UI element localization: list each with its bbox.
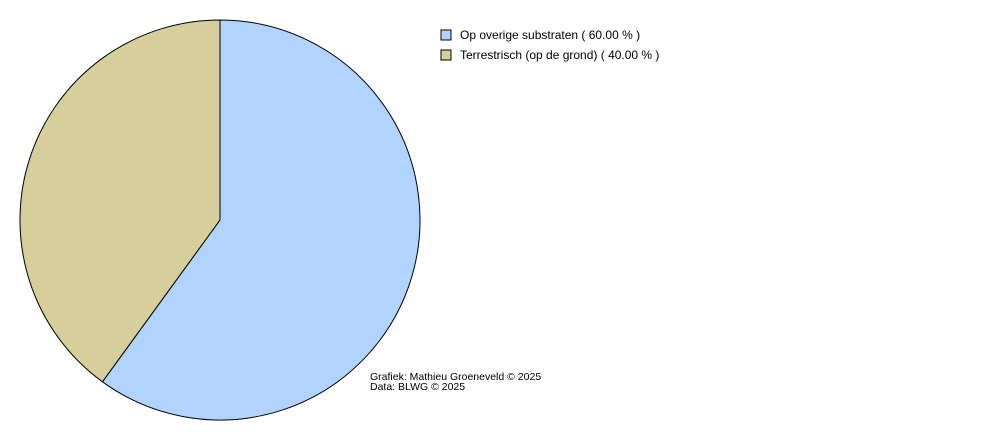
legend-label: Op overige substraten ( 60.00 % ) xyxy=(460,28,640,42)
legend-value: ( 60.00 % ) xyxy=(581,28,640,42)
legend-label: Terrestrisch (op de grond) ( 40.00 % ) xyxy=(460,48,659,62)
pie-slice xyxy=(101,19,421,421)
pie-slice xyxy=(19,19,221,383)
legend-name: Op overige substraten xyxy=(460,28,578,42)
legend-name: Terrestrisch (op de grond) xyxy=(460,48,597,62)
legend-value: ( 40.00 % ) xyxy=(601,48,660,62)
credit: Grafiek: Mathieu Groeneveld © 2025 xyxy=(370,371,541,383)
credit: Data: BLWG © 2025 xyxy=(370,381,465,393)
legend-swatch xyxy=(440,49,452,61)
legend-swatch xyxy=(440,29,452,41)
